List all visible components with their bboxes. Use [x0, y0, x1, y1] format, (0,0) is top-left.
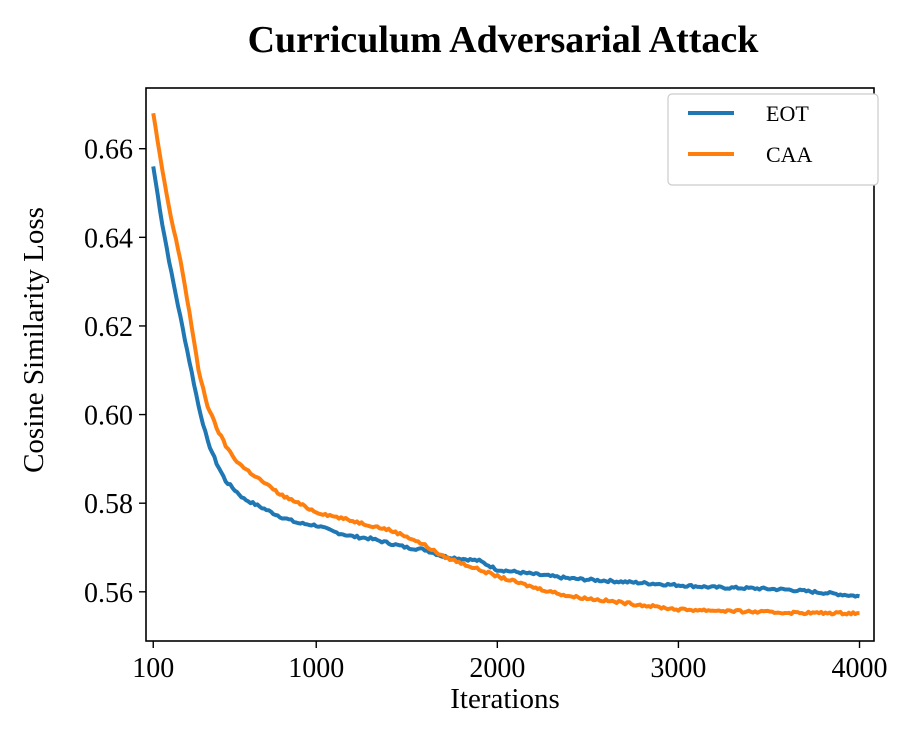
y-tick-label: 0.60: [84, 401, 133, 432]
x-tick-label: 100: [132, 653, 174, 684]
y-tick-label: 0.62: [84, 312, 133, 343]
series-lines: [151, 112, 860, 617]
legend-label-eot: EOT: [766, 101, 809, 126]
plot-frame: [145, 87, 875, 642]
y-axis-label: Cosine Similarity Loss: [18, 207, 50, 473]
x-axis-label: Iterations: [450, 683, 560, 715]
x-tick-label: 3000: [650, 653, 706, 684]
series-line-eot: [151, 166, 860, 599]
y-tick-label: 0.64: [84, 223, 133, 254]
legend-label-caa: CAA: [766, 142, 813, 167]
chart-title: Curriculum Adversarial Attack: [248, 19, 760, 61]
x-axis: 100 1000 2000 3000 4000: [132, 641, 888, 684]
legend: EOT CAA: [667, 93, 879, 186]
x-tick-label: 1000: [288, 653, 344, 684]
y-axis: 0.56 0.58 0.60 0.62 0.64 0.66: [84, 135, 146, 609]
y-tick-label: 0.58: [84, 489, 133, 520]
legend-box: [667, 93, 879, 186]
x-tick-label: 2000: [469, 653, 525, 684]
y-tick-label: 0.66: [84, 135, 133, 166]
y-tick-label: 0.56: [84, 578, 133, 609]
x-tick-label: 4000: [832, 653, 888, 684]
series-line-caa: [151, 112, 860, 617]
